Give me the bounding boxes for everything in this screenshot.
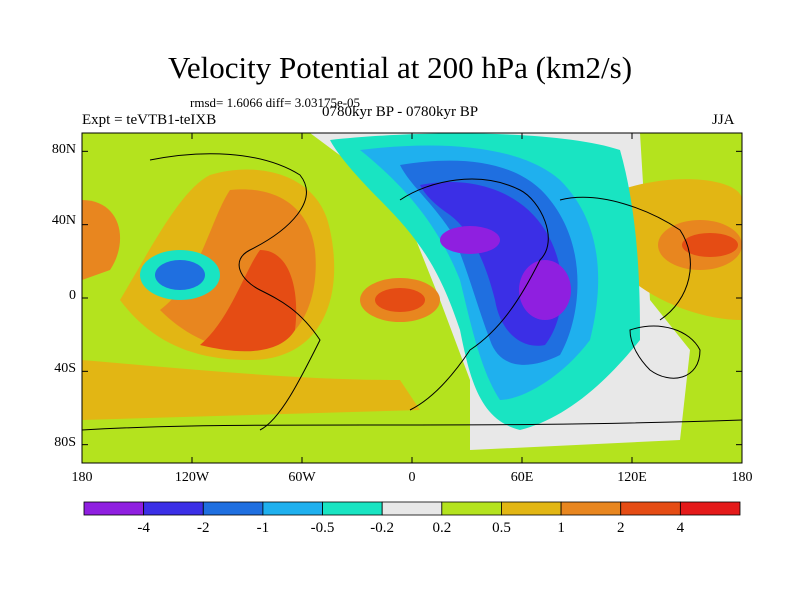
colorbar-swatch	[501, 501, 562, 516]
colorbar-label: 0.5	[492, 520, 511, 536]
colorbar-label: -0.2	[370, 520, 395, 536]
lat-tick-label-0: 0	[69, 288, 76, 303]
colorbar-swatch	[441, 501, 502, 516]
axis-ticks	[81, 133, 743, 463]
colorbar-swatch	[143, 501, 204, 516]
colorbar-swatch	[620, 501, 681, 516]
negative-core-india	[519, 260, 571, 320]
positive-region-south	[82, 360, 420, 420]
lat-tick-label-80s: 80S	[54, 435, 76, 450]
colorbar-label: -2	[197, 520, 210, 536]
lon-tick-label-60e: 60E	[510, 470, 534, 485]
stats-text: rmsd= 1.6066 diff= 3.03175e-05	[190, 95, 361, 110]
colorbar-label: 0.2	[432, 520, 452, 536]
positive-region-atlantic-core	[375, 288, 425, 312]
coastlines	[82, 153, 742, 431]
lat-tick-label-40s: 40S	[54, 361, 76, 376]
colorbar-label: 4	[676, 520, 685, 536]
coastline-australia	[629, 325, 701, 379]
colorbar-label: -1	[256, 520, 270, 536]
colorbar-label: -4	[137, 520, 150, 536]
lat-tick-label-80n: 80N	[51, 142, 76, 157]
colorbar-swatch	[262, 501, 323, 516]
negative-core-mideast	[440, 226, 500, 254]
colorbar-label: -0.5	[310, 520, 335, 536]
colorbar-swatch	[560, 501, 622, 516]
colorbar-swatch	[202, 501, 264, 516]
coastline-africa-eurasia	[399, 178, 549, 411]
negative-region-pacific-core	[155, 260, 205, 290]
colorbar-swatch	[381, 501, 443, 516]
positive-region-east-pacific-core	[682, 233, 738, 257]
experiment-label: Expt = teVTB1-teIXB	[82, 112, 217, 128]
colorbar	[83, 501, 741, 516]
lon-tick-label-120e: 120E	[617, 470, 647, 485]
coastline-antarctica	[82, 419, 742, 431]
lon-tick-label-0: 0	[408, 470, 416, 485]
lon-tick-label-120w: 120W	[174, 470, 210, 485]
lat-tick-label-40n: 40N	[51, 213, 76, 228]
map-title: Velocity Potential at 200 hPa (km2/s)	[167, 50, 633, 85]
lon-tick-label-180w: 180	[71, 470, 93, 485]
period-label: 0780kyr BP - 0780kyr BP	[322, 104, 479, 120]
colorbar-swatch	[679, 501, 741, 516]
colorbar-label: 2	[616, 520, 625, 536]
colorbar-swatch	[83, 501, 145, 516]
contour-field	[82, 133, 742, 463]
colorbar-label: 1	[557, 520, 565, 536]
positive-region-americas-core	[200, 250, 297, 352]
coastline-asia	[559, 196, 691, 321]
colorbar-swatch	[322, 501, 383, 516]
lon-tick-label-180e: 180	[731, 470, 753, 485]
positive-region-west-pacific	[82, 200, 121, 280]
lon-tick-label-60w: 60W	[288, 470, 316, 485]
coastline-americas	[149, 153, 321, 431]
season-label: JJA	[712, 112, 735, 128]
